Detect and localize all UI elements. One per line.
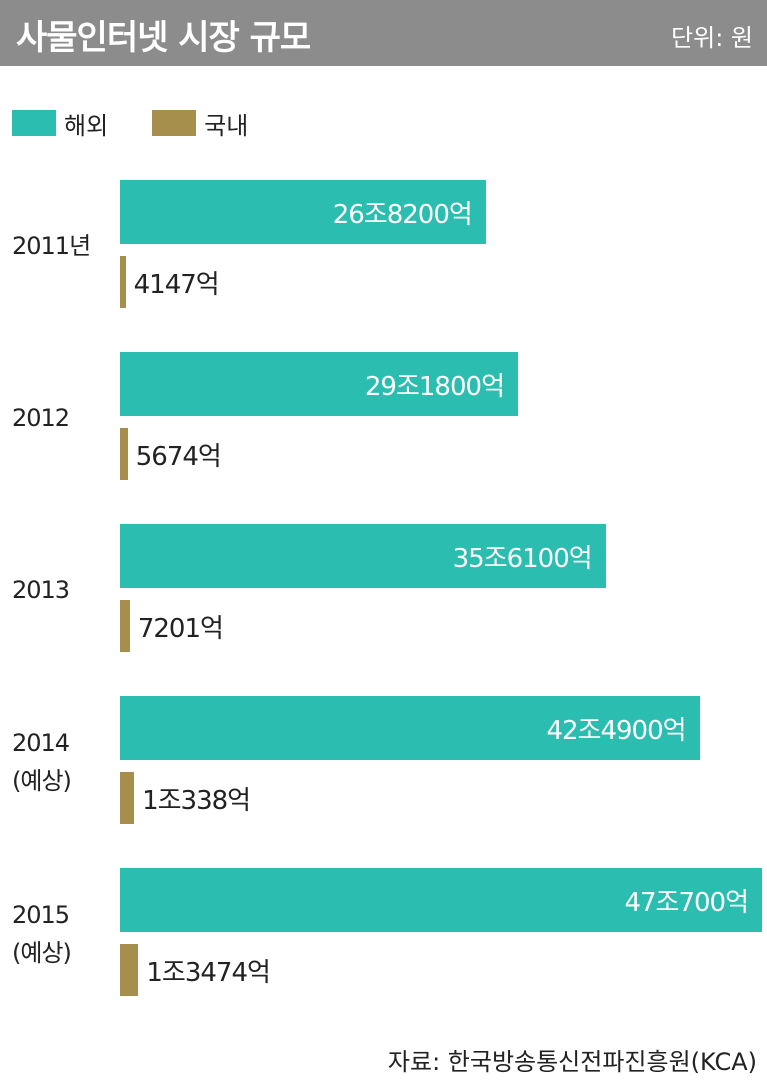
bar: [120, 352, 518, 416]
bar: [120, 256, 126, 308]
bar: [120, 428, 128, 480]
value-label: 1조338억: [142, 785, 251, 816]
bar: [120, 600, 130, 652]
value-label: 47조700억: [624, 887, 749, 918]
bar: [120, 180, 486, 244]
bar: [120, 772, 135, 824]
legend-swatch: [152, 110, 197, 136]
bar: [120, 696, 700, 760]
legend-label: 국내: [204, 112, 249, 140]
source: 자료: 한국방송통신전파진흥원(KCA): [387, 1048, 757, 1076]
value-label: 4147억: [133, 269, 220, 300]
unit-note: 단위: 원: [671, 24, 753, 52]
value-label: 7201억: [137, 613, 224, 644]
value-label: 1조3474억: [146, 957, 271, 988]
bar: [120, 524, 606, 588]
legend-swatch: [12, 110, 56, 136]
chart-title: 사물인터넷 시장 규모: [16, 18, 311, 58]
bar: [120, 944, 139, 996]
bar: [120, 868, 762, 932]
category-label: 2013: [12, 576, 70, 604]
header: [0, 0, 767, 66]
category-label: 2014 (예상): [12, 729, 72, 795]
category-label: 2011년: [12, 232, 91, 260]
category-label: 2015 (예상): [12, 901, 72, 967]
value-label: 26조8200억: [332, 199, 473, 230]
legend-label: 해외: [64, 112, 109, 140]
value-label: 42조4900억: [546, 715, 686, 746]
value-label: 35조6100억: [452, 543, 593, 574]
category-label: 2012: [12, 404, 70, 432]
value-label: 5674억: [135, 441, 222, 472]
value-label: 29조1800억: [364, 371, 505, 402]
